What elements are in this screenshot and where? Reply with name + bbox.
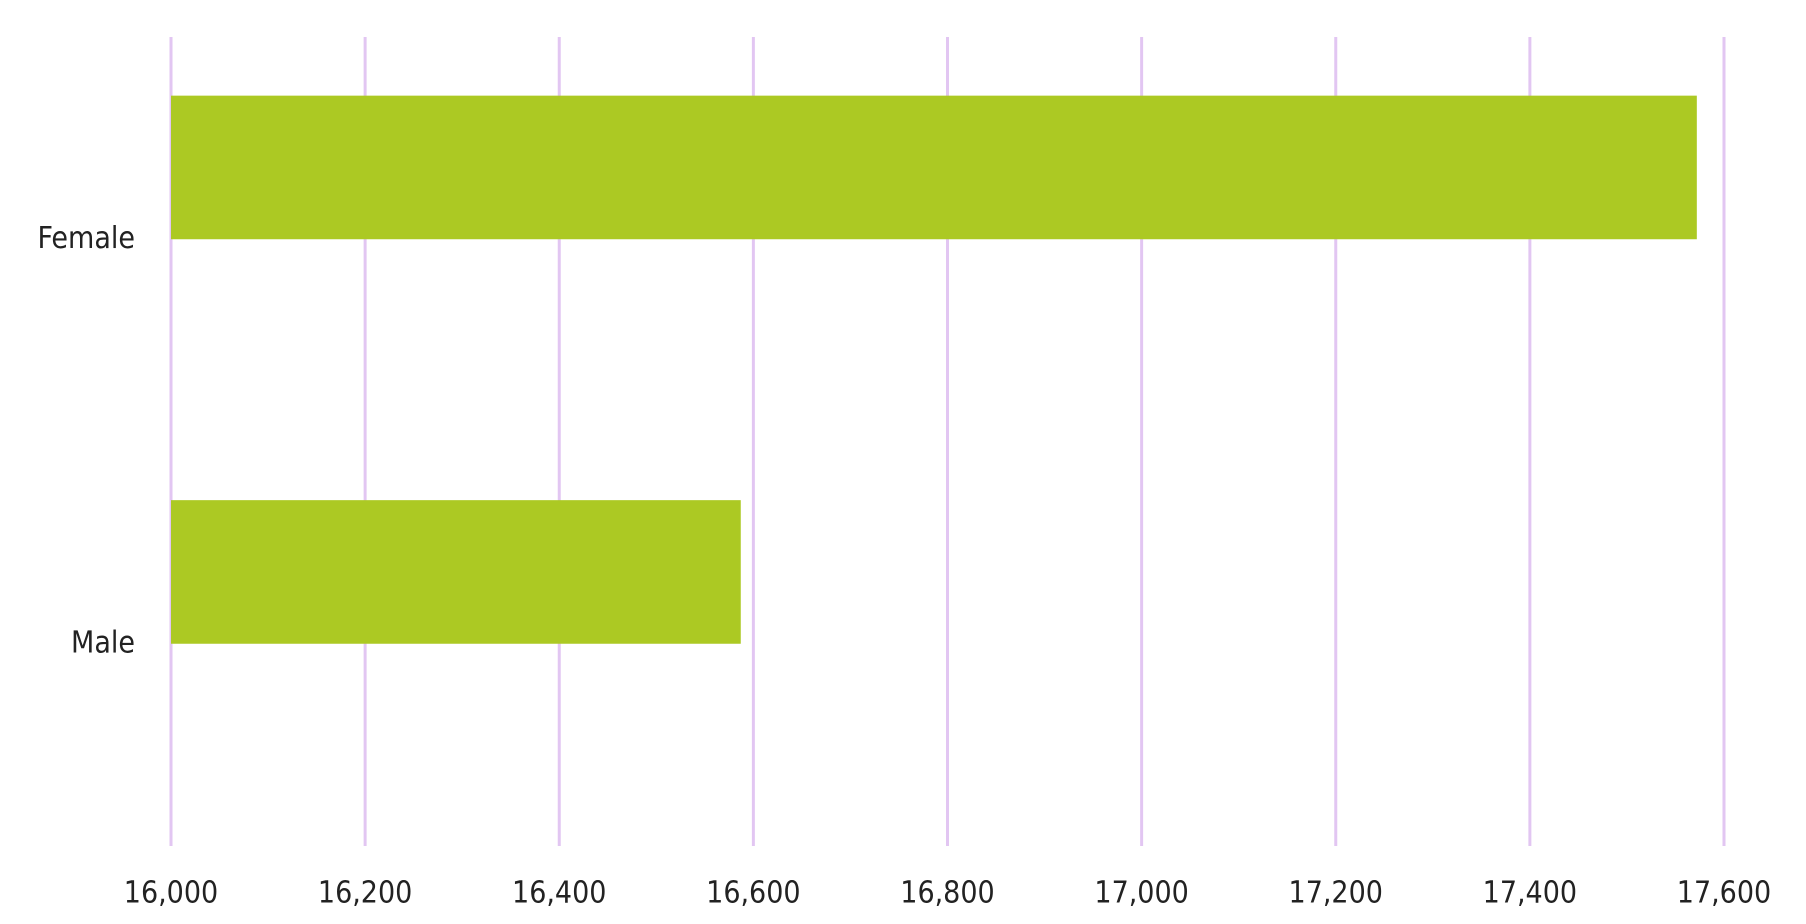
x-tick-label: 17,600 <box>1677 876 1771 911</box>
x-tick-label: 17,200 <box>1289 876 1383 911</box>
x-tick-label: 16,200 <box>318 876 412 911</box>
bar <box>171 95 1697 240</box>
bar <box>171 500 741 644</box>
x-tick-label: 16,000 <box>124 876 218 911</box>
y-tick-label: Male <box>71 625 135 660</box>
x-tick-label: 17,400 <box>1483 876 1577 911</box>
x-tick-label: 16,800 <box>900 876 994 911</box>
x-tick-label: 17,000 <box>1094 876 1188 911</box>
y-tick-label: Female <box>38 221 135 256</box>
x-tick-label: 16,600 <box>706 876 800 911</box>
x-tick-label: 16,400 <box>512 876 606 911</box>
